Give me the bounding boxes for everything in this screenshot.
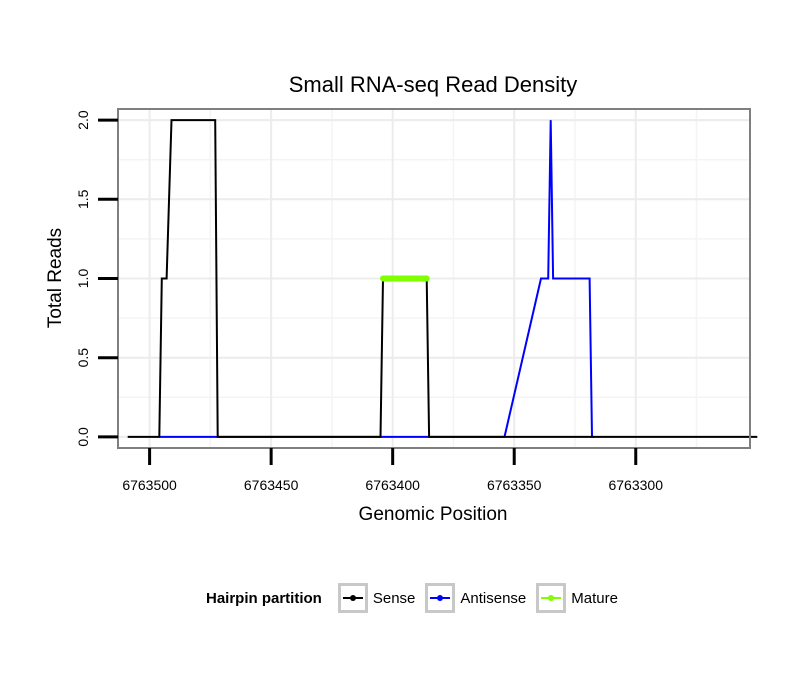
x-tick-label: 6763300 bbox=[608, 477, 663, 493]
legend-item-mature[interactable]: Mature bbox=[536, 583, 622, 613]
legend-label-sense: Sense bbox=[372, 589, 416, 607]
legend-key-mature bbox=[536, 583, 567, 613]
legend-label-mature: Mature bbox=[571, 589, 618, 607]
y-tick-label: 0.0 bbox=[75, 427, 91, 447]
y-tick-label: 1.5 bbox=[75, 189, 91, 209]
legend: Hairpin partition Sense Antisense Mature bbox=[206, 579, 628, 617]
legend-key-sense bbox=[337, 583, 368, 613]
legend-label-antisense: Antisense bbox=[460, 589, 527, 607]
y-tick-label: 2.0 bbox=[75, 110, 91, 130]
chart-title: Small RNA-seq Read Density bbox=[289, 72, 578, 97]
y-tick-label: 1.0 bbox=[75, 269, 91, 289]
y-axis-title: Total Reads bbox=[45, 228, 66, 328]
x-tick-label: 6763500 bbox=[122, 477, 177, 493]
x-axis: 6763500 6763450 6763400 6763350 6763300 bbox=[122, 448, 663, 493]
y-axis: 0.0 0.5 1.0 1.5 2.0 bbox=[75, 110, 118, 447]
x-tick-label: 6763350 bbox=[487, 477, 542, 493]
legend-title: Hairpin partition bbox=[206, 589, 322, 607]
legend-item-antisense[interactable]: Antisense bbox=[425, 583, 530, 613]
series-layer bbox=[127, 119, 758, 438]
x-axis-title: Genomic Position bbox=[359, 504, 508, 525]
legend-key-antisense bbox=[425, 583, 456, 613]
x-tick-label: 6763450 bbox=[244, 477, 299, 493]
grid bbox=[118, 109, 750, 448]
x-tick-label: 6763400 bbox=[365, 477, 420, 493]
y-tick-label: 0.5 bbox=[75, 348, 91, 368]
legend-item-sense[interactable]: Sense bbox=[337, 583, 420, 613]
